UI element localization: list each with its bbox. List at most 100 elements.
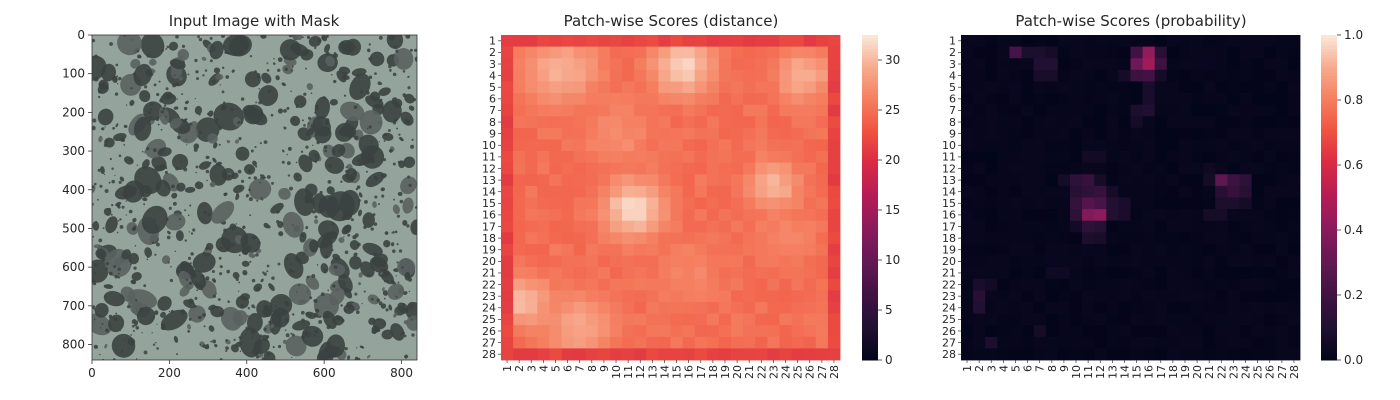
- x-tick-label: 25: [1252, 365, 1265, 379]
- image-blob: [365, 155, 376, 164]
- heatmap-cell: [815, 325, 829, 338]
- heatmap-cell: [1069, 267, 1083, 280]
- colorbar-segment: [862, 276, 878, 280]
- heatmap-cell: [658, 116, 671, 129]
- heatmap-cell: [706, 313, 720, 326]
- image-speck: [187, 256, 192, 260]
- x-tick-label: 400: [235, 366, 258, 380]
- image-speck: [103, 173, 106, 176]
- colorbar-segment: [1321, 159, 1337, 163]
- image-speck: [292, 224, 294, 226]
- heatmap-cell: [706, 232, 720, 245]
- heatmap-cell: [731, 243, 744, 256]
- heatmap-cell: [1082, 81, 1095, 94]
- colorbar-segment: [1321, 97, 1337, 101]
- heatmap-cell: [706, 81, 720, 94]
- heatmap-cell: [985, 325, 998, 338]
- image-blob: [380, 187, 385, 192]
- heatmap-cell: [609, 46, 623, 59]
- heatmap-cell: [634, 313, 647, 326]
- heatmap-cell: [549, 81, 562, 94]
- heatmap-cell: [646, 209, 659, 222]
- heatmap-cell: [1094, 243, 1107, 256]
- heatmap-cell: [1287, 313, 1301, 326]
- image-speck: [102, 227, 105, 230]
- heatmap-cell: [767, 348, 780, 361]
- heatmap-cell: [1251, 151, 1265, 164]
- heatmap-cell: [791, 220, 805, 233]
- heatmap-cell: [985, 151, 998, 164]
- heatmap-cell: [1142, 348, 1156, 361]
- image-blob: [92, 38, 96, 43]
- heatmap-cell: [525, 336, 538, 349]
- image-speck: [282, 150, 285, 153]
- colorbar-segment: [862, 197, 878, 201]
- heatmap-cell: [537, 46, 550, 59]
- heatmap-cell: [1094, 290, 1107, 303]
- heatmap-cell: [634, 151, 647, 164]
- image-blob: [358, 134, 379, 156]
- image-speck: [144, 85, 148, 89]
- image-speck: [210, 340, 213, 343]
- colorbar-segment: [1321, 75, 1337, 79]
- y-tick-label: 26: [942, 325, 956, 338]
- colorbar-segment: [862, 311, 878, 315]
- image-speck: [258, 87, 260, 90]
- heatmap-cell: [646, 151, 659, 164]
- image-blob: [400, 176, 417, 195]
- image-speck: [181, 93, 184, 96]
- image-blob: [338, 126, 353, 137]
- heatmap-cell: [549, 220, 562, 233]
- heatmap-cell: [1178, 278, 1192, 291]
- colorbar-segment: [1321, 267, 1337, 272]
- image-blob: [214, 343, 218, 348]
- colorbar-segment: [862, 297, 878, 301]
- heatmap-cell: [670, 290, 684, 303]
- heatmap-cell: [513, 336, 526, 349]
- heatmap-cell: [1069, 313, 1083, 326]
- colorbar-segment: [862, 181, 878, 185]
- heatmap-cell: [561, 278, 575, 291]
- heatmap-cell: [1009, 325, 1022, 338]
- image-speck: [114, 77, 118, 81]
- heatmap-cell: [706, 174, 720, 187]
- heatmap-cell: [1130, 301, 1144, 314]
- image-blob: [294, 188, 315, 216]
- image-speck: [259, 181, 261, 184]
- heatmap-cell: [1130, 151, 1144, 164]
- colorbar-segment: [1321, 319, 1337, 323]
- image-speck: [151, 332, 153, 334]
- image-speck: [145, 188, 148, 191]
- heatmap-cell: [1142, 301, 1156, 314]
- heatmap-cell: [1021, 174, 1035, 187]
- heatmap-cell: [658, 174, 671, 187]
- heatmap-cell: [646, 232, 659, 245]
- heatmap-cell: [1227, 69, 1240, 82]
- image-blob: [245, 314, 250, 318]
- image-speck: [284, 329, 287, 331]
- x-tick-label: 3: [525, 365, 538, 372]
- image-speck: [133, 266, 137, 270]
- heatmap-cell: [1287, 336, 1301, 349]
- heatmap-cell: [815, 220, 829, 233]
- heatmap-cell: [1069, 127, 1083, 140]
- y-tick-label: 24: [482, 302, 496, 315]
- y-tick-label: 2: [489, 46, 496, 59]
- heatmap-cell: [1142, 243, 1156, 256]
- heatmap-cell: [1094, 174, 1107, 187]
- heatmap-cell: [1082, 209, 1095, 222]
- colorbar-segment: [1321, 140, 1337, 144]
- heatmap-cell: [779, 267, 792, 280]
- y-tick-label: 3: [489, 58, 496, 71]
- heatmap-cell: [1033, 46, 1047, 59]
- colorbar-segment: [862, 343, 878, 347]
- image-blob: [219, 265, 223, 268]
- heatmap-cell: [573, 46, 587, 59]
- heatmap-cell: [561, 313, 575, 326]
- heatmap-cell: [1118, 220, 1131, 233]
- heatmap-cell: [1094, 232, 1107, 245]
- y-tick-label: 14: [482, 185, 496, 198]
- heatmap-cell: [985, 336, 998, 349]
- image-speck: [305, 332, 309, 336]
- heatmap-cell: [670, 93, 684, 106]
